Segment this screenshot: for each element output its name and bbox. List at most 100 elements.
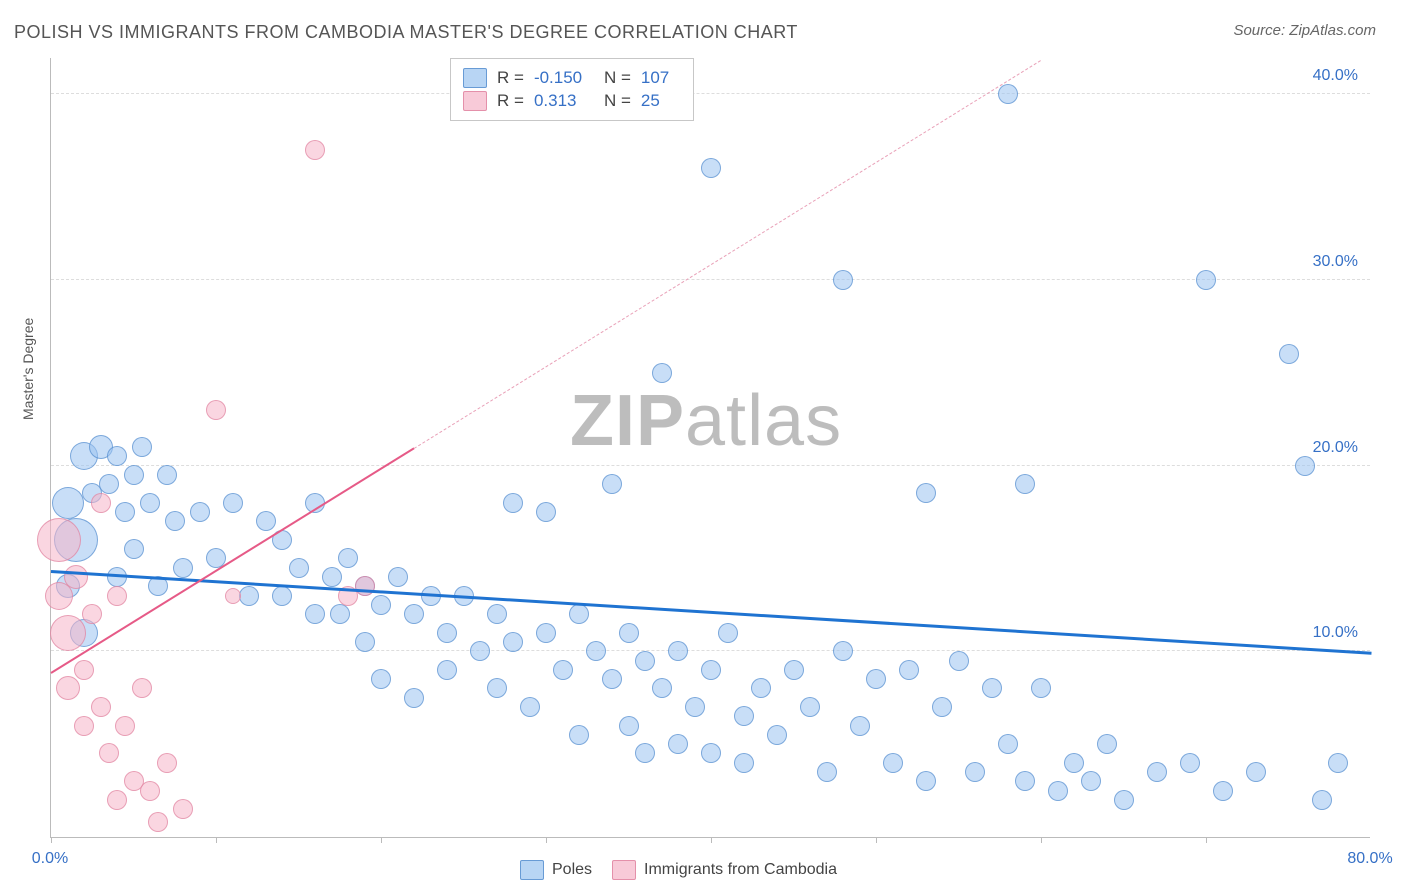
x-tick <box>711 837 712 843</box>
point-poles <box>289 558 309 578</box>
point-poles <box>833 641 853 661</box>
point-poles <box>932 697 952 717</box>
point-poles <box>668 734 688 754</box>
point-poles <box>800 697 820 717</box>
legend-swatch <box>520 860 544 880</box>
point-poles <box>173 558 193 578</box>
point-poles <box>404 604 424 624</box>
gridline-h <box>51 93 1370 94</box>
point-poles <box>734 753 754 773</box>
point-poles <box>701 158 721 178</box>
point-cambodia <box>115 716 135 736</box>
y-tick-label: 40.0% <box>1313 67 1358 85</box>
point-poles <box>635 651 655 671</box>
point-poles <box>355 632 375 652</box>
point-poles <box>140 493 160 513</box>
regression-line <box>51 570 1371 655</box>
point-cambodia <box>173 799 193 819</box>
x-tick <box>381 837 382 843</box>
y-axis-label: Master's Degree <box>20 318 36 420</box>
point-poles <box>503 493 523 513</box>
y-tick-label: 10.0% <box>1313 624 1358 642</box>
point-poles <box>437 660 457 680</box>
point-poles <box>1196 270 1216 290</box>
gridline-h <box>51 279 1370 280</box>
gridline-h <box>51 465 1370 466</box>
point-poles <box>124 539 144 559</box>
point-poles <box>553 660 573 680</box>
x-tick-label-max: 80.0% <box>1347 850 1392 868</box>
point-poles <box>256 511 276 531</box>
point-poles <box>503 632 523 652</box>
point-poles <box>1328 753 1348 773</box>
point-poles <box>817 762 837 782</box>
point-poles <box>1312 790 1332 810</box>
point-poles <box>635 743 655 763</box>
point-poles <box>767 725 787 745</box>
point-poles <box>619 716 639 736</box>
n-value: 25 <box>641 91 681 111</box>
point-poles <box>1147 762 1167 782</box>
point-poles <box>998 84 1018 104</box>
point-cambodia <box>140 781 160 801</box>
point-poles <box>470 641 490 661</box>
point-cambodia <box>206 400 226 420</box>
point-poles <box>115 502 135 522</box>
point-cambodia <box>132 678 152 698</box>
point-poles <box>157 465 177 485</box>
point-poles <box>751 678 771 698</box>
point-poles <box>536 502 556 522</box>
r-value: 0.313 <box>534 91 594 111</box>
point-cambodia <box>148 812 168 832</box>
point-poles <box>107 446 127 466</box>
point-poles <box>487 678 507 698</box>
legend-item: Poles <box>520 860 592 880</box>
legend-swatch <box>463 68 487 88</box>
point-poles <box>52 487 84 519</box>
y-tick-label: 20.0% <box>1313 439 1358 457</box>
point-poles <box>701 743 721 763</box>
point-poles <box>569 725 589 745</box>
point-poles <box>883 753 903 773</box>
legend-item: Immigrants from Cambodia <box>612 860 837 880</box>
point-poles <box>1114 790 1134 810</box>
x-tick <box>1041 837 1042 843</box>
point-cambodia <box>305 140 325 160</box>
source-attribution: Source: ZipAtlas.com <box>1233 22 1376 39</box>
legend-row: R =0.313N =25 <box>463 91 681 111</box>
legend-row: R =-0.150N =107 <box>463 68 681 88</box>
point-poles <box>99 474 119 494</box>
point-poles <box>223 493 243 513</box>
r-value: -0.150 <box>534 68 594 88</box>
legend-swatch <box>463 91 487 111</box>
point-poles <box>404 688 424 708</box>
n-label: N = <box>604 91 631 111</box>
x-tick <box>51 837 52 843</box>
chart-title: POLISH VS IMMIGRANTS FROM CAMBODIA MASTE… <box>14 22 798 43</box>
point-cambodia <box>157 753 177 773</box>
point-poles <box>388 567 408 587</box>
point-poles <box>998 734 1018 754</box>
x-tick <box>1206 837 1207 843</box>
point-poles <box>734 706 754 726</box>
point-poles <box>272 586 292 606</box>
point-poles <box>165 511 185 531</box>
point-poles <box>602 669 622 689</box>
point-poles <box>784 660 804 680</box>
point-cambodia <box>82 604 102 624</box>
x-tick <box>216 837 217 843</box>
point-cambodia <box>64 565 88 589</box>
point-poles <box>982 678 1002 698</box>
point-poles <box>1015 474 1035 494</box>
point-poles <box>437 623 457 643</box>
x-tick-label-min: 0.0% <box>32 850 68 868</box>
point-cambodia <box>107 790 127 810</box>
point-poles <box>668 641 688 661</box>
point-poles <box>1015 771 1035 791</box>
point-poles <box>1180 753 1200 773</box>
point-cambodia <box>37 518 81 562</box>
point-cambodia <box>50 615 86 651</box>
point-cambodia <box>56 676 80 700</box>
legend-swatch <box>612 860 636 880</box>
point-poles <box>520 697 540 717</box>
